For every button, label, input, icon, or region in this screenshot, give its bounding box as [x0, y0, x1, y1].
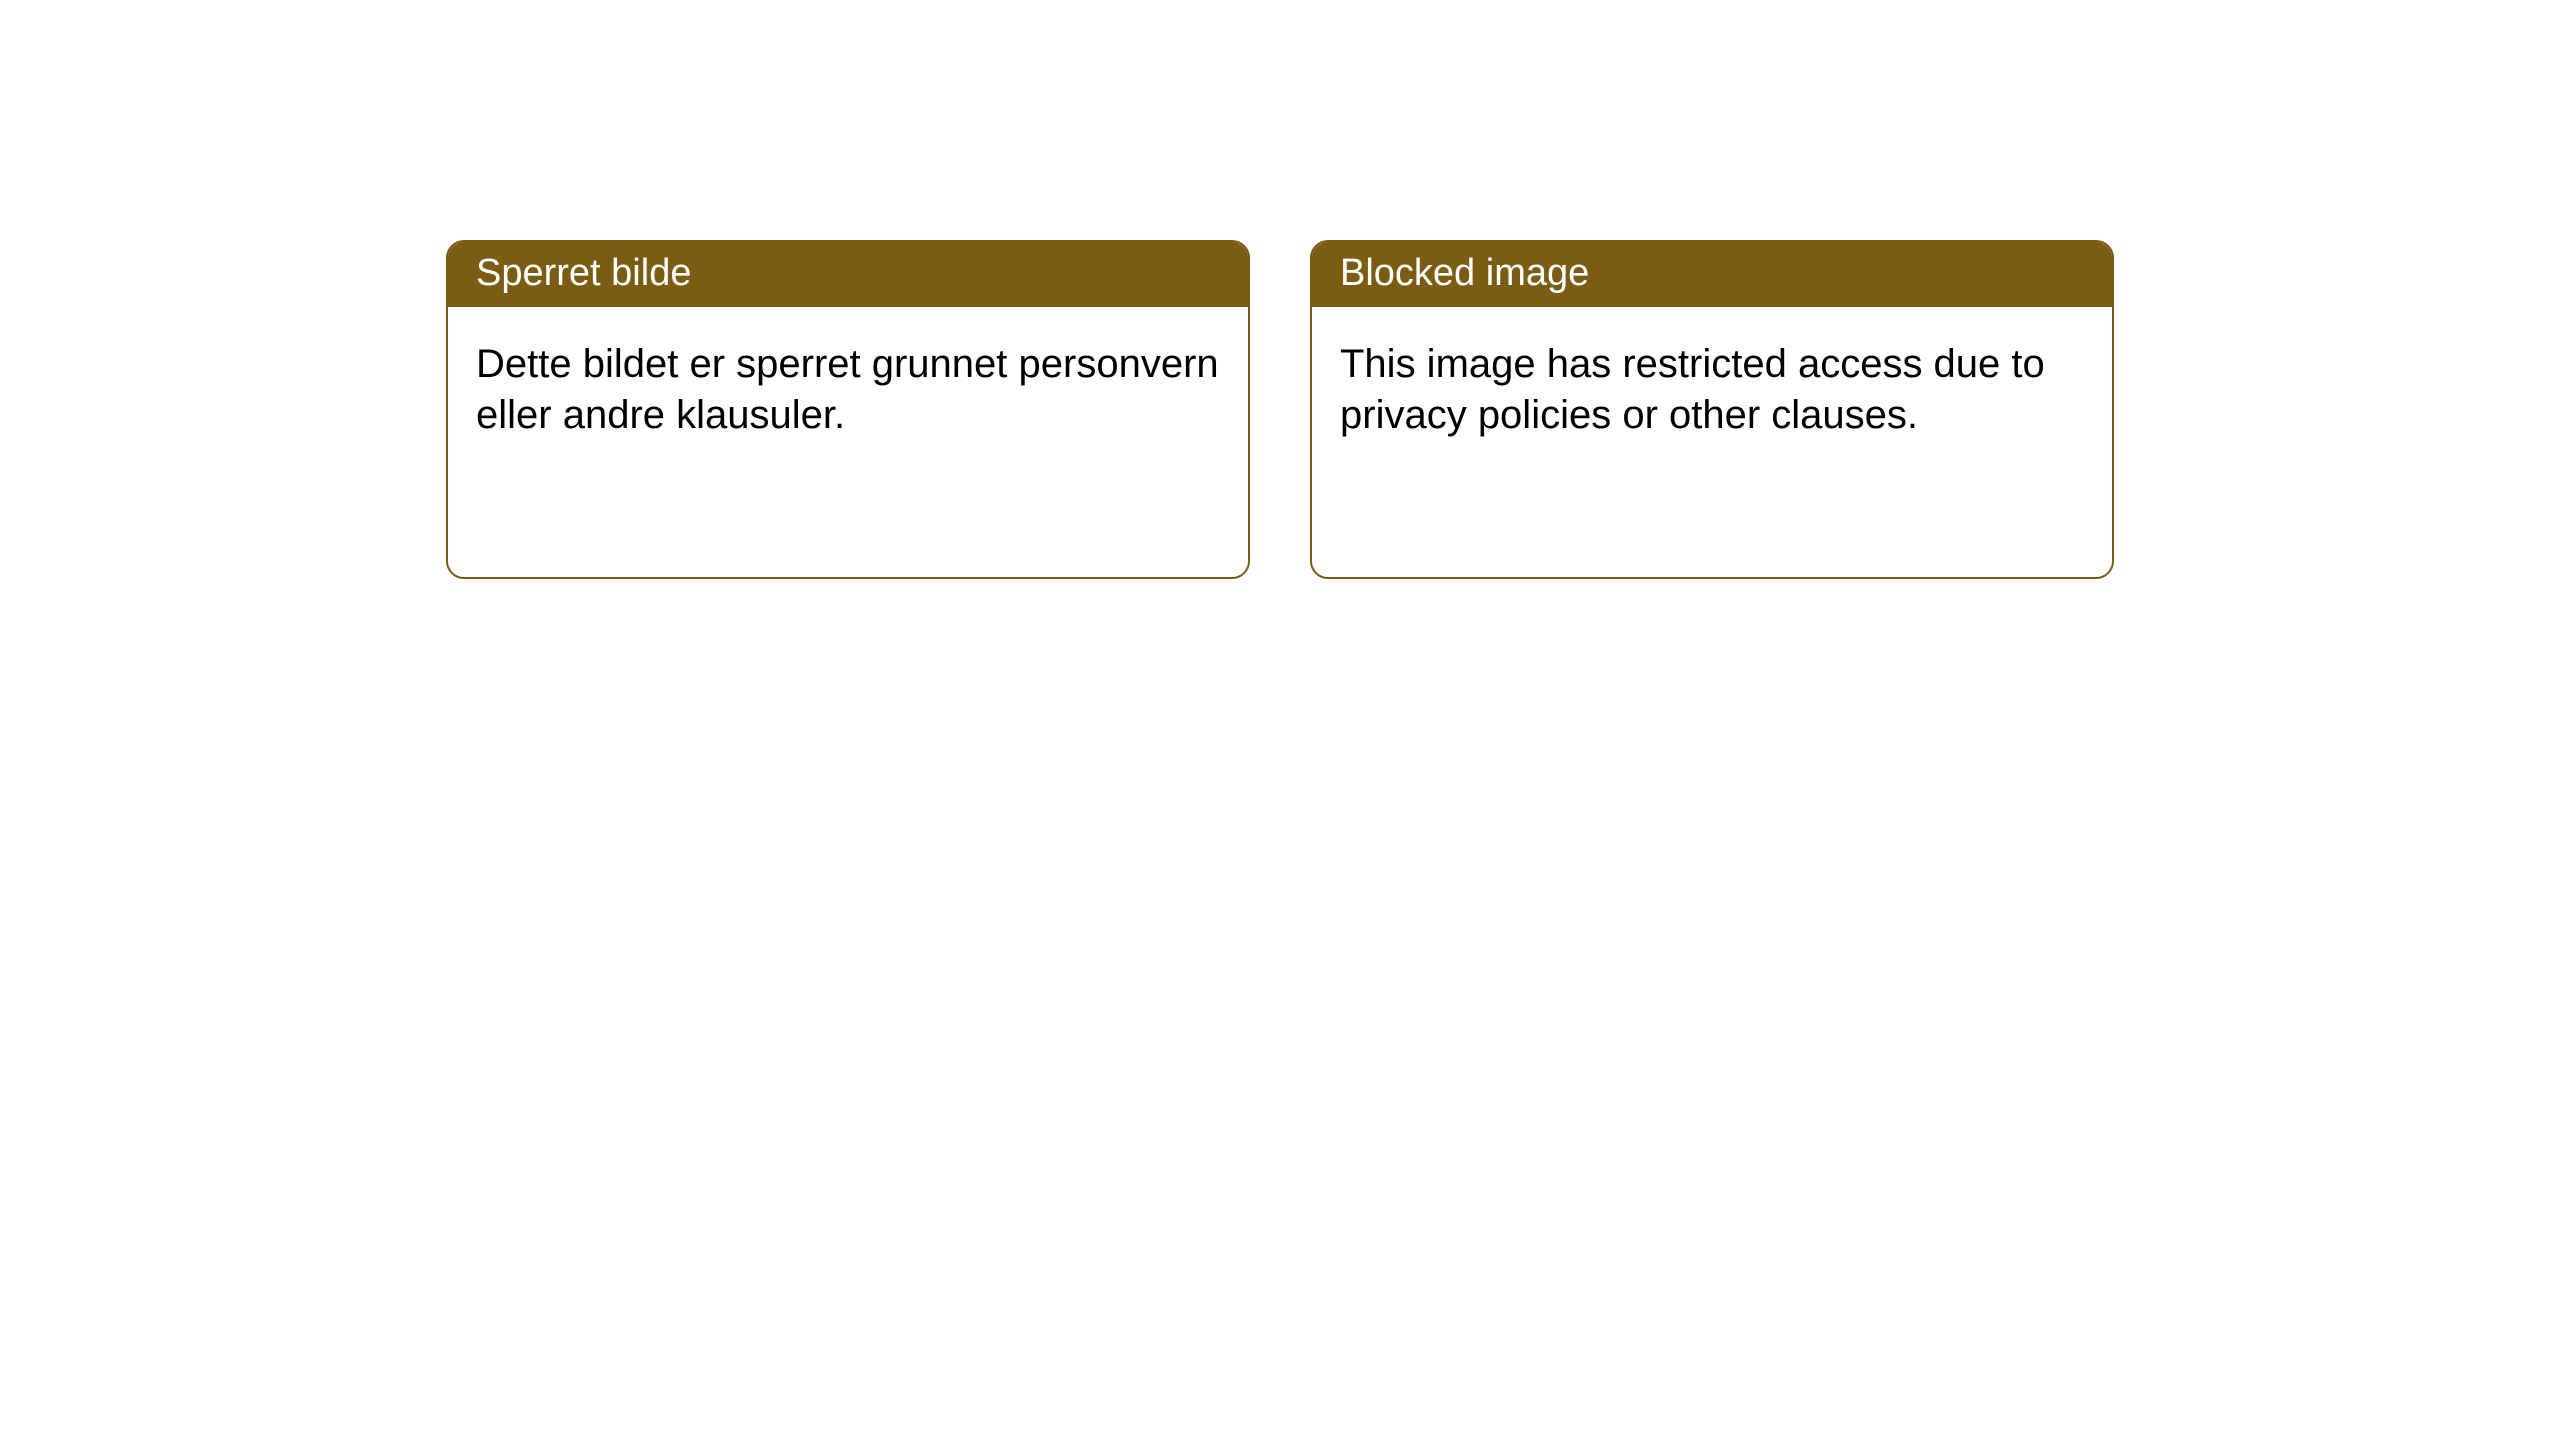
notice-header: Sperret bilde: [448, 242, 1248, 307]
notice-body: Dette bildet er sperret grunnet personve…: [448, 307, 1248, 577]
notice-card-norwegian: Sperret bilde Dette bildet er sperret gr…: [446, 240, 1250, 579]
notice-header: Blocked image: [1312, 242, 2112, 307]
notice-card-english: Blocked image This image has restricted …: [1310, 240, 2114, 579]
notice-container: Sperret bilde Dette bildet er sperret gr…: [446, 240, 2114, 579]
notice-body: This image has restricted access due to …: [1312, 307, 2112, 577]
